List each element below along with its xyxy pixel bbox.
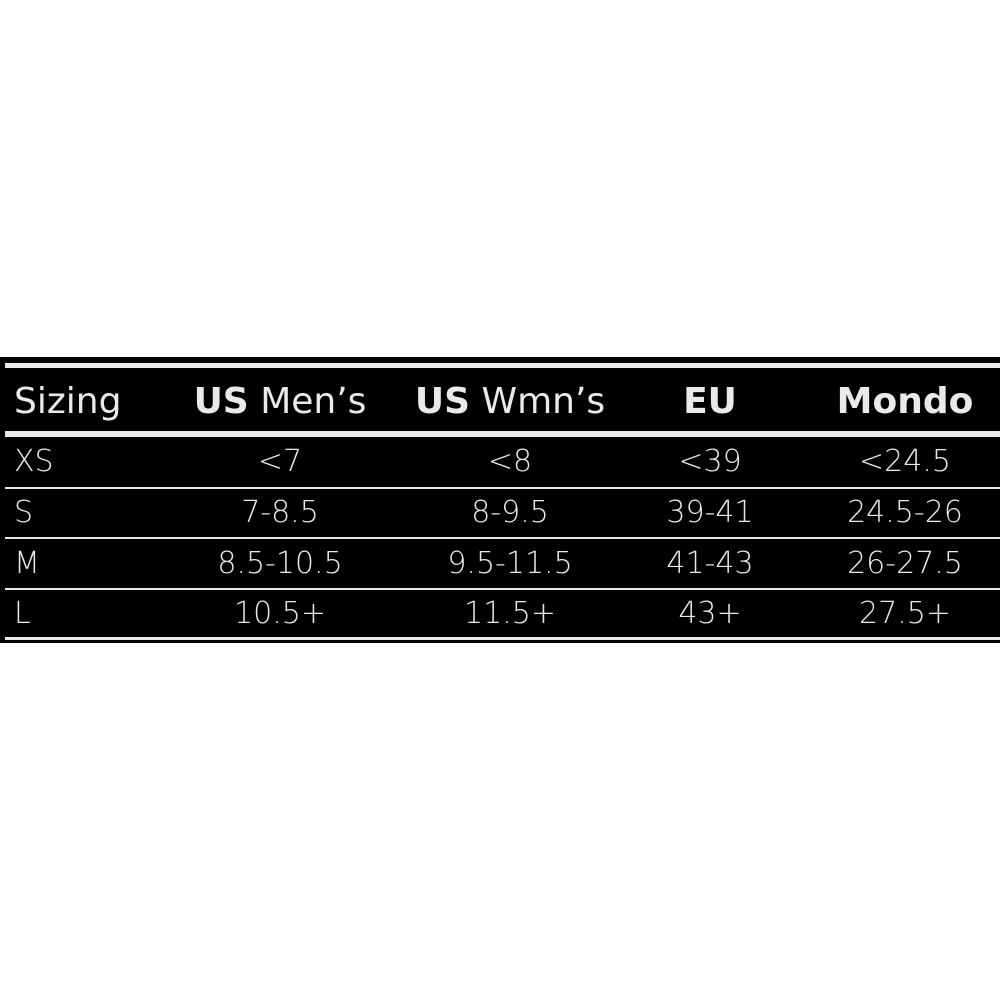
header-us-men: US Men’s (193, 381, 367, 422)
header-eu: EU (683, 381, 737, 422)
header-mondo: Mondo (836, 381, 974, 422)
cell-mondo: <24.5 (859, 444, 951, 479)
cell-us-men: 10.5+ (234, 596, 326, 631)
header-us-women: US Wmn’s (414, 381, 606, 422)
cell-eu: 39-41 (666, 495, 754, 530)
table-row: M 8.5-10.5 9.5-11.5 41-43 26-27.5 (0, 539, 1000, 589)
row-rule (5, 588, 1000, 590)
top-rule (5, 363, 1000, 368)
cell-eu: 43+ (678, 596, 742, 631)
cell-us-men: 7-8.5 (241, 495, 319, 530)
table-row: L 10.5+ 11.5+ 43+ 27.5+ (0, 589, 1000, 639)
table-row: S 7-8.5 8-9.5 39-41 24.5-26 (0, 488, 1000, 538)
cell-eu: 41-43 (666, 546, 754, 581)
sizing-table: Sizing US Men’s US Wmn’s EU Mondo XS <7 … (0, 357, 1000, 643)
cell-eu: <39 (678, 444, 742, 479)
cell-mondo: 24.5-26 (847, 495, 963, 530)
header-rule (5, 431, 1000, 437)
row-rule (5, 537, 1000, 539)
cell-us-men: <7 (257, 444, 303, 479)
cell-size: M (14, 546, 40, 581)
cell-us-women: 11.5+ (464, 596, 556, 631)
header-row: Sizing US Men’s US Wmn’s EU Mondo (0, 369, 1000, 435)
table-row: XS <7 <8 <39 <24.5 (0, 437, 1000, 487)
cell-us-women: <8 (487, 444, 533, 479)
cell-size: L (14, 596, 31, 631)
cell-size: XS (14, 444, 54, 479)
cell-us-women: 8-9.5 (471, 495, 549, 530)
cell-mondo: 27.5+ (859, 596, 951, 631)
header-sizing: Sizing (14, 381, 122, 422)
cell-mondo: 26-27.5 (847, 546, 963, 581)
cell-us-men: 8.5-10.5 (217, 546, 343, 581)
cell-us-women: 9.5-11.5 (447, 546, 573, 581)
bottom-rule (5, 637, 1000, 640)
cell-size: S (14, 495, 34, 530)
row-rule (5, 487, 1000, 489)
